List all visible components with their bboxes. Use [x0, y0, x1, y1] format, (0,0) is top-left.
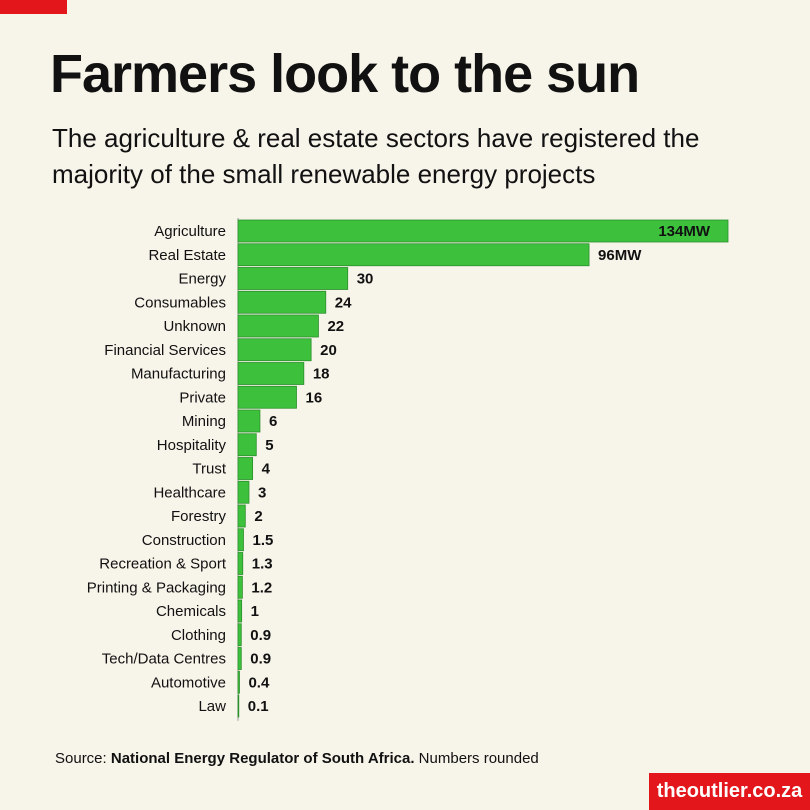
category-label: Tech/Data Centres [102, 651, 226, 668]
bar [237, 409, 261, 433]
data-label: 0.1 [248, 698, 269, 715]
bar [237, 647, 242, 670]
source-prefix: Source: [55, 750, 111, 767]
bar [237, 314, 319, 338]
bar [237, 528, 244, 552]
bar [237, 385, 297, 409]
category-label: Financial Services [104, 342, 226, 359]
data-label: 4 [262, 461, 271, 478]
data-label: 1.5 [252, 532, 273, 549]
data-label: 24 [335, 294, 352, 311]
data-label: 0.4 [248, 674, 270, 691]
brand-badge[interactable]: theoutlier.co.za [649, 773, 810, 810]
data-label: 30 [357, 271, 374, 288]
source-name: National Energy Regulator of South Afric… [110, 750, 415, 767]
data-label: 1.2 [251, 579, 272, 596]
bar [237, 433, 257, 457]
data-label: 0.9 [250, 651, 271, 668]
data-label: 22 [327, 318, 344, 335]
data-label: 6 [269, 413, 277, 430]
category-label: Hospitality [157, 437, 227, 454]
category-label: Consumables [134, 294, 226, 311]
category-label: Trust [192, 461, 226, 478]
data-label: 5 [265, 437, 273, 454]
bar [237, 623, 242, 647]
category-label: Private [179, 389, 226, 406]
category-label: Agriculture [154, 223, 226, 240]
bar [237, 552, 244, 575]
category-label: Construction [142, 532, 226, 549]
category-label: Printing & Packaging [87, 579, 226, 596]
bar [237, 267, 349, 290]
bar [237, 504, 246, 528]
data-label: 20 [320, 342, 337, 359]
category-label: Chemicals [156, 603, 226, 620]
bar [237, 694, 240, 718]
data-label: 1.3 [252, 556, 273, 573]
page-title: Farmers look to the sun [50, 44, 640, 104]
category-label: Mining [182, 413, 226, 430]
data-label: 2 [254, 508, 262, 525]
bar [237, 362, 305, 385]
page-subtitle: The agriculture & real estate sectors ha… [52, 123, 700, 189]
category-label: Recreation & Sport [99, 556, 227, 573]
category-label: Real Estate [148, 247, 226, 264]
category-label: Healthcare [153, 484, 226, 501]
data-label: 16 [306, 389, 323, 406]
category-label: Forestry [171, 508, 227, 525]
bar [237, 670, 240, 694]
bar [237, 338, 312, 362]
data-label: 1 [251, 603, 259, 620]
data-label: 0.9 [250, 627, 271, 644]
category-label: Clothing [171, 627, 226, 644]
bar [237, 219, 729, 243]
category-label: Law [198, 698, 226, 715]
category-label: Manufacturing [131, 366, 226, 383]
data-label: 134MW [658, 223, 711, 240]
bar [237, 290, 327, 314]
category-label: Automotive [151, 674, 226, 691]
top-accent-bar [0, 0, 67, 14]
category-label: Energy [178, 271, 226, 288]
bar-chart: Agriculture 134MW Real Estate 96MW Energy 30 C… [87, 218, 729, 721]
data-label: 18 [313, 366, 330, 383]
source-note: Source: National Energy Regulator of Sou… [55, 750, 539, 767]
data-label: 3 [258, 484, 266, 501]
bar [237, 480, 250, 504]
data-label: 96MW [598, 247, 642, 264]
category-label: Unknown [163, 318, 226, 335]
bar [237, 457, 254, 480]
source-suffix: Numbers rounded [414, 750, 539, 767]
bar [237, 599, 243, 623]
bar [237, 243, 590, 267]
bar [237, 575, 243, 599]
